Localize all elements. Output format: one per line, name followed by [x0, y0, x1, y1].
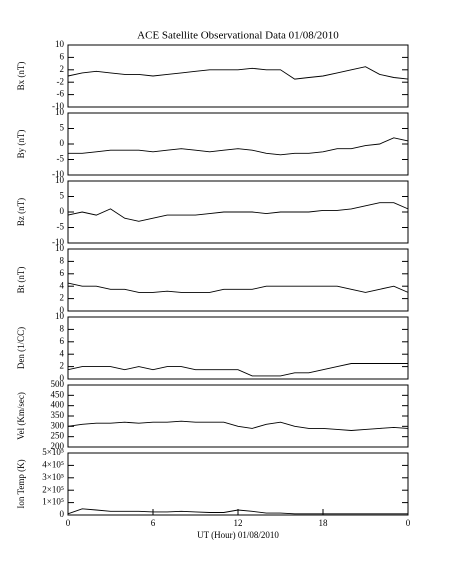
y-tick-label: 0: [60, 138, 65, 148]
y-tick-label: -5: [57, 222, 65, 232]
x-tick-label: 12: [234, 518, 243, 528]
chart-title: ACE Satellite Observational Data 01/08/2…: [137, 30, 339, 42]
y-tick-label: -10: [52, 101, 64, 111]
y-tick-label: 400: [51, 400, 65, 410]
y-tick-label: 10: [55, 39, 65, 49]
y-tick-label: 450: [51, 389, 65, 399]
y-tick-label: 0: [60, 373, 65, 383]
y-tick-label: 500: [51, 379, 65, 389]
y-tick-label: 4×10⁵: [42, 459, 64, 469]
y-tick-label: 5: [60, 191, 65, 201]
y-axis-label: Vel (Km/sec): [16, 392, 26, 440]
y-axis-label: Bt (nT): [16, 267, 26, 294]
y-tick-label: 10: [55, 175, 65, 185]
x-tick-label: 0: [406, 518, 411, 528]
y-tick-label: 2×10⁵: [42, 484, 64, 494]
panel-frame: [67, 384, 409, 448]
y-tick-label: 2: [60, 361, 65, 371]
y-tick-label: 10: [55, 107, 65, 117]
panel-frame: [67, 248, 409, 312]
y-tick-label: -10: [52, 237, 64, 247]
panel-frame: [67, 44, 409, 108]
panel-frame: [67, 316, 409, 380]
y-tick-label: 250: [51, 431, 65, 441]
y-tick-label: 6: [60, 336, 65, 346]
y-tick-label: -6: [57, 89, 65, 99]
y-tick-label: 5×10⁵: [42, 447, 64, 457]
y-tick-label: 8: [60, 323, 65, 333]
y-tick-label: -2: [57, 76, 65, 86]
y-tick-label: 5: [60, 123, 65, 133]
data-line: [67, 282, 409, 293]
y-tick-label: 4: [60, 280, 65, 290]
y-tick-label: -10: [52, 169, 64, 179]
y-axis-label: Bx (nT): [16, 62, 26, 91]
y-tick-label: 1×10⁵: [42, 497, 64, 507]
y-tick-label: 6: [60, 268, 65, 278]
panel-frame: [67, 452, 409, 516]
data-line: [67, 508, 408, 515]
y-tick-label: 10: [55, 311, 65, 321]
y-axis-label: Bz (nT): [16, 198, 26, 226]
y-tick-label: 10: [55, 243, 65, 253]
y-tick-label: 4: [60, 348, 65, 358]
data-line: [67, 202, 409, 222]
panel-frame: [67, 112, 409, 176]
y-tick-label: 0: [60, 509, 65, 519]
y-tick-label: 2: [60, 64, 65, 74]
x-tick-label: 18: [319, 518, 329, 528]
y-axis-label: Den (1/CC): [16, 327, 26, 369]
y-tick-label: 350: [51, 410, 65, 420]
y-axis-label: By (nT): [16, 130, 26, 159]
x-axis-label: UT (Hour) 01/08/2010: [197, 530, 279, 540]
data-line: [67, 66, 409, 80]
y-tick-label: 3×10⁵: [42, 472, 64, 482]
y-tick-label: 8: [60, 255, 65, 265]
y-axis-label: Ion Temp (K): [16, 459, 26, 508]
x-tick-label: 0: [66, 518, 71, 528]
y-tick-label: 6: [60, 51, 65, 61]
x-tick-label: 6: [151, 518, 156, 528]
data-line: [68, 137, 409, 156]
y-tick-label: 300: [51, 420, 65, 430]
data-line: [67, 420, 409, 431]
y-tick-label: 0: [60, 206, 65, 216]
y-tick-label: 0: [60, 305, 65, 315]
y-tick-label: -5: [57, 154, 65, 164]
data-line: [67, 363, 408, 377]
y-tick-label: 2: [60, 293, 65, 303]
y-tick-label: 200: [51, 441, 65, 451]
